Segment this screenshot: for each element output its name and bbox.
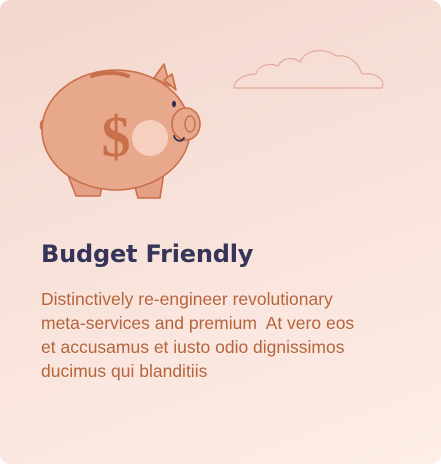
card-title: Budget Friendly xyxy=(41,240,254,268)
cloud-icon xyxy=(233,50,384,89)
card-description: Distinctively re-engineer revolutionary … xyxy=(41,289,355,381)
piggy-bank-illustration: $ xyxy=(39,50,384,199)
dollar-sign-icon: $ xyxy=(102,104,131,169)
piggy-bank-icon xyxy=(39,63,201,199)
